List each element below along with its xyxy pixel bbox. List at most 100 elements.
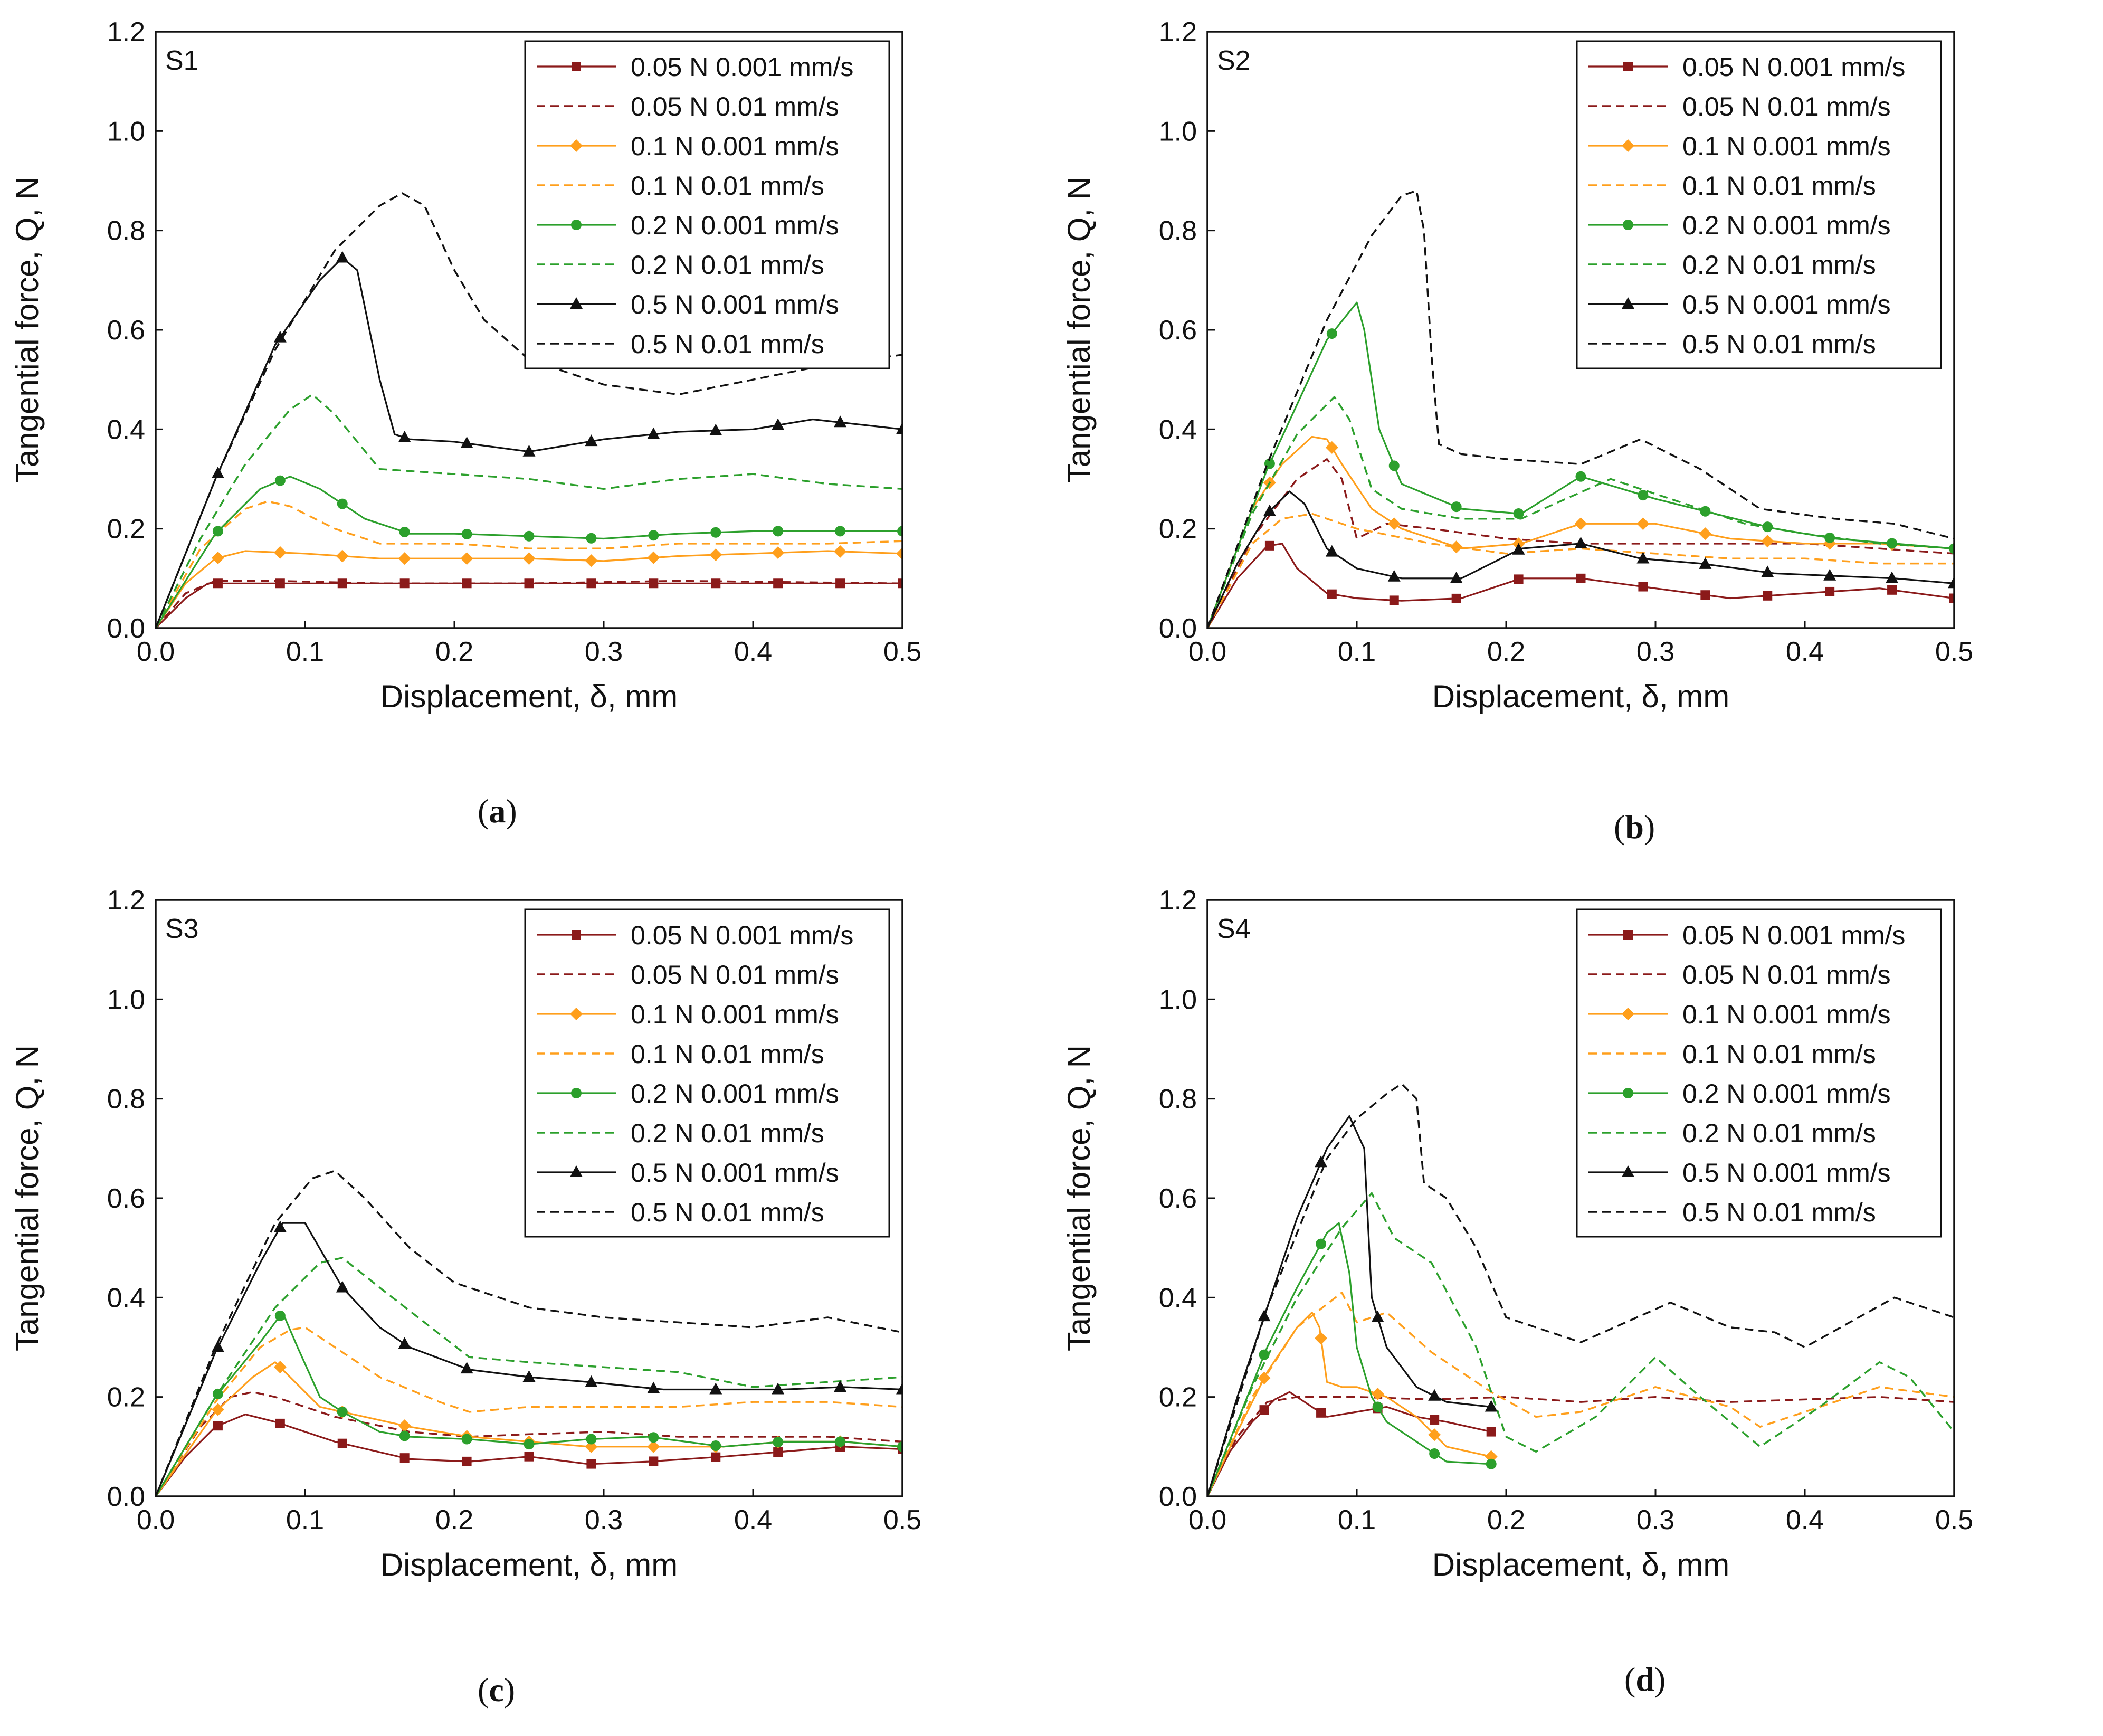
data-point (337, 1406, 348, 1417)
chart-s1: 0.0 0.1 0.2 0.3 0.4 0.5 0.0 0.2 0.4 0.6 0.8 1.0 1.2 S… (9, 17, 921, 714)
data-point (337, 1438, 347, 1448)
legend-label: 0.1 N 0.001 mm/s (631, 1000, 839, 1029)
data-point (897, 1441, 902, 1452)
x-axis-title: Displacement, δ, mm (380, 679, 678, 714)
series-line (1207, 490, 1954, 628)
data-point (461, 528, 472, 539)
data-point (647, 551, 660, 564)
data-point (896, 547, 902, 560)
y-tick-label: 1.0 (107, 116, 145, 147)
data-point (647, 1381, 660, 1393)
chart-s3: 0.0 0.1 0.2 0.3 0.4 0.5 0.0 0.2 0.4 0.6 0.8 1.0 1.2 S… (9, 885, 921, 1582)
data-point (709, 423, 722, 435)
data-point (399, 1430, 410, 1441)
data-point (1699, 527, 1712, 540)
legend-label: 0.05 N 0.001 mm/s (631, 921, 853, 950)
legend-label: 0.05 N 0.01 mm/s (631, 92, 839, 121)
legend-label: 0.5 N 0.01 mm/s (1682, 329, 1876, 359)
y-tick-label: 0.2 (1159, 514, 1197, 545)
legend-label: 0.1 N 0.01 mm/s (631, 1039, 824, 1069)
plot-area (156, 1170, 902, 1496)
legend-label: 0.5 N 0.01 mm/s (631, 329, 824, 359)
data-point (1575, 471, 1586, 482)
legend-label: 0.1 N 0.001 mm/s (1682, 1000, 1891, 1029)
x-tick-label: 0.5 (883, 1505, 921, 1535)
data-point (1512, 543, 1525, 555)
legend-label: 0.2 N 0.01 mm/s (1682, 1118, 1876, 1148)
y-tick-label: 0.2 (107, 1382, 145, 1413)
plot-area (1207, 1083, 1954, 1496)
x-tick-label: 0.0 (1188, 637, 1226, 667)
plot-frame (1206, 899, 1955, 1497)
data-point (1371, 1311, 1384, 1322)
legend-label: 0.05 N 0.001 mm/s (631, 52, 853, 82)
series-line (1207, 1083, 1954, 1496)
caption-a-letter: a (489, 792, 506, 830)
data-point (585, 434, 598, 447)
data-point (1429, 1448, 1440, 1459)
data-point (273, 1220, 287, 1232)
x-tick-label: 0.2 (1487, 637, 1525, 667)
legend-label: 0.2 N 0.001 mm/s (1682, 1079, 1891, 1108)
panel-tag: S3 (165, 914, 199, 944)
data-point (273, 1361, 287, 1374)
legend: 0.05 N 0.001 mm/s 0.05 N 0.01 mm/s 0.1 N 0… (1576, 40, 1942, 369)
y-axis-title: Tangential force, Q, N (9, 1045, 45, 1351)
panel-c: 0.0 0.1 0.2 0.3 0.4 0.5 0.0 0.2 0.4 0.6 0.8 1.0 1.2 S… (0, 868, 1051, 1736)
legend-label: 0.5 N 0.001 mm/s (631, 290, 839, 319)
legend-label: 0.05 N 0.01 mm/s (1682, 92, 1891, 121)
data-point (1325, 441, 1338, 454)
data-point (1824, 532, 1835, 543)
data-point (772, 546, 785, 559)
caption-c: (c) (478, 1671, 516, 1709)
x-tick-label: 0.2 (435, 1505, 473, 1535)
data-point (211, 1403, 224, 1416)
x-tick-label: 0.5 (1935, 1505, 1973, 1535)
series-line (156, 192, 902, 628)
data-point (398, 1337, 411, 1349)
legend-marker (1622, 1165, 1634, 1177)
legend-label: 0.1 N 0.001 mm/s (631, 131, 839, 161)
legend-label: 0.05 N 0.001 mm/s (1682, 921, 1905, 950)
y-tick-label: 0.4 (1159, 414, 1197, 445)
data-point (1316, 1408, 1326, 1418)
series-line (1207, 513, 1954, 628)
series-line (156, 500, 902, 628)
data-point (275, 1418, 285, 1428)
x-tick-label: 0.0 (137, 637, 175, 667)
x-tick-label: 0.4 (1786, 1505, 1824, 1535)
data-point (336, 549, 349, 563)
y-tick-label: 0.8 (107, 1084, 145, 1115)
legend: 0.05 N 0.001 mm/s 0.05 N 0.01 mm/s 0.1 N 0… (524, 40, 890, 369)
data-point (835, 526, 846, 537)
series-line (156, 476, 902, 628)
legend-label: 0.1 N 0.01 mm/s (1682, 171, 1876, 201)
data-point (1263, 504, 1276, 516)
data-point (1513, 508, 1524, 519)
caption-a: (a) (478, 792, 517, 830)
legend-box (1576, 908, 1942, 1238)
data-point (835, 1436, 846, 1447)
y-tick-label: 0.6 (107, 1183, 145, 1214)
data-point (522, 552, 536, 565)
panel-tag: S4 (1217, 914, 1251, 944)
data-point (1763, 591, 1773, 601)
y-tick-label: 0.8 (1159, 216, 1197, 246)
data-point (1451, 593, 1461, 603)
caption-d: (d) (1624, 1661, 1666, 1698)
series-line (156, 1222, 902, 1496)
x-axis-title: Displacement, δ, mm (380, 1547, 678, 1582)
legend-label: 0.5 N 0.001 mm/s (1682, 1158, 1891, 1188)
legend-marker (570, 297, 583, 309)
data-point (461, 1434, 472, 1445)
plot-area (1207, 189, 1954, 628)
legend-label: 0.5 N 0.01 mm/s (631, 1198, 824, 1227)
data-point (524, 1452, 534, 1462)
x-tick-label: 0.1 (1338, 1505, 1376, 1535)
data-point (585, 1375, 598, 1387)
data-point (1387, 517, 1401, 530)
data-point (773, 526, 784, 537)
series-line (1207, 1222, 1491, 1496)
panel-tag: S1 (165, 45, 199, 76)
x-tick-label: 0.5 (883, 637, 921, 667)
